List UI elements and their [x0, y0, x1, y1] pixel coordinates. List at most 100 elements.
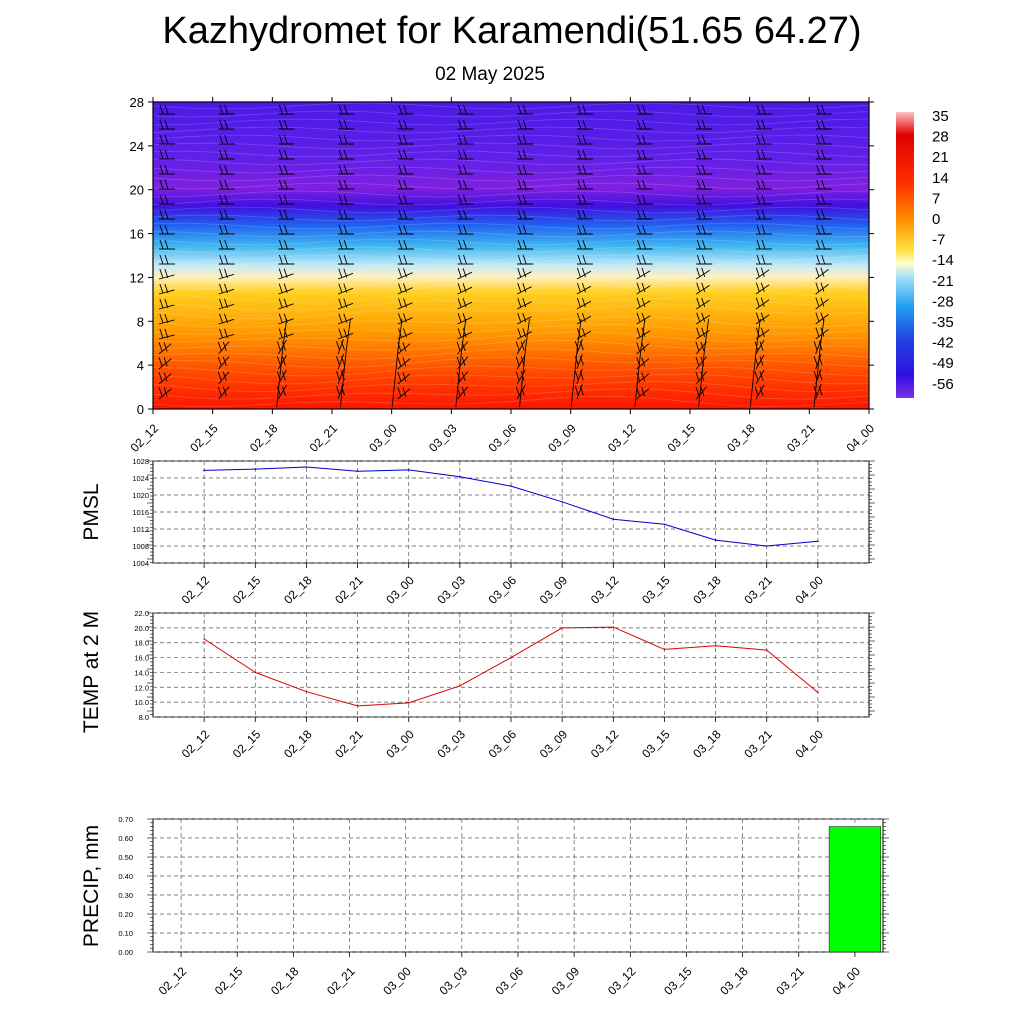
wind-barb-feather [283, 313, 288, 323]
series-point [612, 626, 615, 628]
wind-barb-shaft [636, 285, 651, 295]
wind-barb-feather [701, 164, 706, 175]
wind-barb-feather [338, 313, 343, 323]
wind-barb-shaft [337, 287, 354, 295]
wind-barb-feather [641, 387, 646, 397]
series-point [663, 523, 666, 526]
wind-barb-shaft [516, 354, 526, 370]
wind-barb-feather [217, 386, 222, 397]
wind-barb-feather [816, 104, 821, 115]
wind-barb-feather [461, 371, 466, 382]
wind-barb-shaft [158, 304, 175, 310]
wind-barb-feather [278, 134, 283, 145]
wind-barb-shaft [218, 273, 235, 280]
wind-barb-feather [397, 372, 402, 382]
wind-barb-feather [283, 209, 288, 220]
wind-barb-shaft [218, 333, 235, 340]
colorbar-gradient [896, 112, 914, 398]
x-tick-label: 02_12 [156, 964, 190, 998]
wind-barb-feather [582, 224, 587, 235]
wind-barb-feather [696, 224, 701, 235]
colorbar-labels: 35 28 21 14 7 0 -7 -14 -21 -28 -35 -42 -49 -56 [932, 108, 954, 393]
wind-barb-feather [338, 119, 343, 130]
wind-barb-feather [159, 254, 164, 265]
wind-barb-feather [164, 149, 169, 160]
y-tick-label: 1028 [132, 457, 149, 466]
y-tick-label: 8 [137, 314, 144, 329]
wind-barb-feather [761, 179, 766, 190]
wind-barb-feather [821, 119, 826, 130]
colorbar-label: -28 [932, 293, 954, 310]
wind-barb-shaft [516, 271, 532, 280]
wind-barb-shaft [636, 388, 650, 400]
wind-barb-vertical [698, 318, 710, 408]
wind-barb-feather [642, 104, 647, 115]
wind-barb-feather [462, 268, 467, 278]
wind-barb-feather [164, 164, 169, 175]
wind-barb-feather [341, 386, 345, 396]
wind-barb-feather [463, 194, 467, 205]
y-tick-label: 0.60 [118, 834, 133, 843]
contour-line [153, 102, 869, 110]
wind-barb-feather [520, 341, 525, 351]
wind-barb-feather [641, 327, 646, 338]
colorbar-label: 21 [932, 149, 949, 166]
wind-barb-feather [759, 341, 764, 351]
x-tick-label: 04_00 [792, 573, 826, 607]
wind-barb-feather [761, 134, 766, 145]
contour-line [153, 206, 869, 214]
wind-barb-feather [816, 149, 821, 160]
wind-barb-feather [754, 356, 759, 366]
wind-barb-feather [276, 341, 281, 351]
y-tick-label: 0.70 [118, 815, 133, 824]
wind-barb-shaft [278, 333, 294, 340]
wind-barb-feather [695, 341, 700, 352]
wind-barb-feather [164, 239, 169, 250]
wind-barb-feather [403, 283, 407, 293]
wind-barb-feather [815, 267, 820, 277]
wind-barb-shaft [696, 314, 710, 325]
wind-barb-feather [522, 313, 527, 323]
contour-line [153, 238, 869, 246]
wind-barb-feather [463, 179, 467, 190]
wind-barb-feather [641, 312, 646, 323]
wind-barb-shaft [337, 302, 354, 310]
x-tick-label: 02_15 [230, 727, 264, 761]
wind-barb-feather [821, 209, 826, 220]
wind-barb-feather [278, 149, 283, 160]
x-tick-label: 03_03 [434, 727, 468, 761]
wind-barb-shaft [516, 316, 532, 325]
wind-barb-feather [696, 179, 701, 190]
wind-barb-feather [517, 179, 522, 190]
wind-barb-feather [813, 386, 818, 396]
series-point [305, 466, 308, 468]
wind-barb-feather [818, 341, 823, 351]
wind-barb-shaft [636, 358, 650, 370]
wind-barb-feather [515, 371, 520, 381]
wind-barb-feather [813, 371, 818, 381]
wind-barb-feather [338, 298, 343, 308]
wind-barb-feather [398, 298, 402, 308]
wind-barb-shaft [576, 315, 592, 325]
wind-barb-feather [576, 327, 581, 338]
wind-barb-feather [815, 327, 820, 337]
wind-barb-feather [283, 298, 288, 308]
wind-barb-feather [755, 297, 760, 307]
wind-barb-shaft [755, 314, 770, 325]
y-tick-label: 20.0 [134, 624, 149, 633]
wind-barb-feather [700, 341, 705, 352]
wind-barb-feather [461, 341, 466, 352]
series-line [203, 626, 819, 707]
wind-barb-shaft [695, 371, 707, 385]
x-tick-label: 02_12 [128, 421, 162, 455]
wind-barb-shaft [457, 386, 469, 400]
wind-barb-feather [159, 268, 164, 279]
wind-barb-feather [341, 356, 345, 366]
wind-barb-feather [816, 164, 821, 175]
wind-barb-feather [463, 164, 467, 175]
wind-barb-feather [224, 328, 228, 338]
x-tick-label: 03_18 [717, 964, 751, 998]
wind-barb-feather [343, 149, 348, 160]
wind-barb-feather [283, 239, 288, 250]
wind-barb-shaft [158, 388, 172, 400]
